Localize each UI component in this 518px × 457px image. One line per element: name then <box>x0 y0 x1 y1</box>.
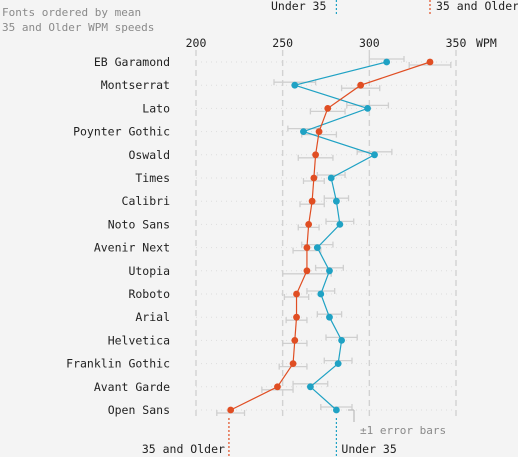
data-point <box>315 128 323 136</box>
y-tick-label: Franklin Gothic <box>66 357 170 371</box>
data-point <box>426 58 434 66</box>
top-label-older: 35 and Older <box>436 0 518 13</box>
data-point <box>333 197 340 205</box>
data-point <box>291 81 299 89</box>
y-tick-label: Poynter Gothic <box>73 125 170 139</box>
data-point <box>300 128 307 136</box>
data-point <box>327 174 335 182</box>
data-point <box>326 267 333 275</box>
data-points <box>227 58 434 414</box>
y-tick-label: Noto Sans <box>108 217 170 231</box>
data-point <box>334 360 342 367</box>
data-point <box>312 151 319 159</box>
data-point <box>338 337 345 344</box>
data-point <box>289 360 297 367</box>
data-point <box>333 406 340 414</box>
y-tick-label: Open Sans <box>108 403 170 417</box>
data-point <box>303 267 311 275</box>
y-tick-label: Times <box>135 171 170 185</box>
x-tick-label: 250 <box>272 36 293 50</box>
x-tick-label: 300 <box>359 36 380 50</box>
y-tick-label: EB Garamond <box>94 55 170 69</box>
data-point <box>371 151 378 159</box>
x-unit-label: WPM <box>476 36 497 50</box>
annotation-text: ±1 error bars <box>360 424 446 437</box>
subtitle-line-1: 35 and Older WPM speeds <box>2 21 154 34</box>
top-label-under35: Under 35 <box>271 0 326 13</box>
data-point <box>227 406 235 414</box>
data-point <box>293 290 300 298</box>
data-point <box>383 58 391 66</box>
data-point <box>293 313 300 321</box>
y-axis-labels: EB Garamond Montserrat Lato Poynter Gothic O… <box>66 55 170 417</box>
y-tick-label: Avant Garde <box>94 380 170 394</box>
data-point <box>324 105 332 112</box>
data-point <box>305 221 313 228</box>
series-lines <box>230 61 431 411</box>
error-bars <box>216 56 452 416</box>
subtitle-line-0: Fonts ordered by mean <box>2 6 141 19</box>
data-point <box>307 383 314 391</box>
y-tick-label: Oswald <box>128 148 170 162</box>
bottom-label-older: 35 and Older <box>142 442 225 456</box>
y-tick-label: Roboto <box>128 287 170 301</box>
y-tick-label: Calibri <box>122 194 171 208</box>
x-tick-label: 350 <box>446 36 467 50</box>
data-point <box>310 174 318 182</box>
y-tick-label: Arial <box>135 310 170 324</box>
data-point <box>336 221 344 228</box>
y-tick-label: Montserrat <box>101 78 170 92</box>
series-mean-lines <box>228 0 431 457</box>
series-line-0 <box>292 61 387 411</box>
y-tick-label: Lato <box>142 101 170 115</box>
data-point <box>317 290 325 298</box>
y-tick-label: Helvetica <box>108 333 170 347</box>
y-tick-label: Avenir Next <box>94 241 170 255</box>
data-point <box>313 244 321 252</box>
x-axis-ticks: 200 250 300 350 WPM <box>186 36 497 50</box>
series-mean-labels: Under 35 35 and Older 35 and Older Under 35 <box>142 0 518 456</box>
error-bar-annotation: ±1 error bars <box>348 409 446 437</box>
data-point <box>326 313 333 321</box>
data-point <box>291 337 299 344</box>
chart-subtitle: Fonts ordered by mean 35 and Older WPM sp… <box>2 6 154 34</box>
data-point <box>364 105 371 112</box>
bottom-label-under35: Under 35 <box>341 442 396 456</box>
data-point <box>308 197 316 205</box>
x-tick-label: 200 <box>186 36 207 50</box>
data-point <box>274 383 281 391</box>
y-tick-label: Utopia <box>128 264 170 278</box>
data-point <box>303 244 311 252</box>
data-point <box>357 81 365 89</box>
series-line-1 <box>230 61 431 411</box>
